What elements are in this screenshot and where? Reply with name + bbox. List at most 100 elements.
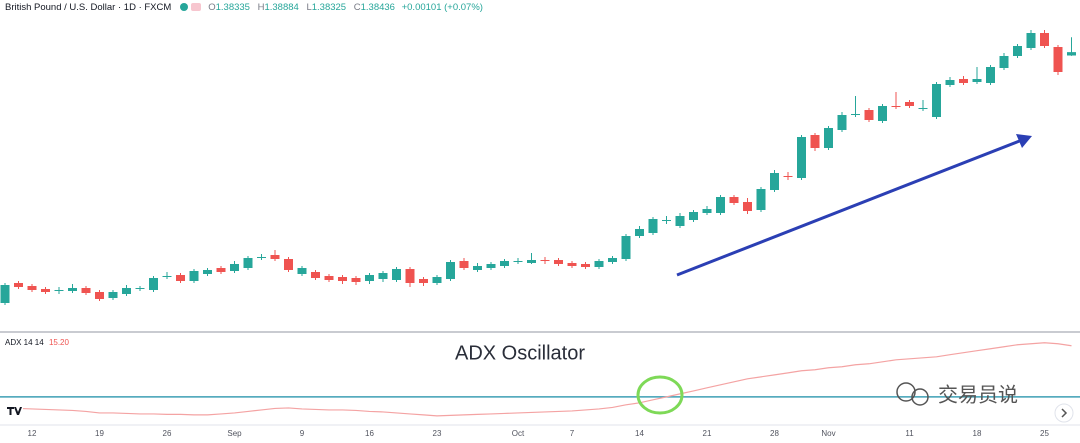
- candles: [0, 30, 1076, 305]
- candle-body: [594, 261, 604, 267]
- candle-body: [837, 115, 847, 130]
- x-tick-label: 11: [905, 429, 914, 438]
- candle-body: [216, 268, 226, 272]
- x-tick-label: 28: [770, 429, 779, 438]
- candle-body: [972, 79, 982, 82]
- low-label: L: [306, 2, 312, 13]
- x-tick-label: 21: [703, 429, 712, 438]
- time-axis: 12 19 26 Sep 9 16 23 Oct 7 14 21 28 Nov 11 18 25: [28, 429, 1050, 438]
- candle-body: [810, 135, 820, 148]
- status-dot: [179, 3, 188, 12]
- candle-body: [918, 108, 928, 109]
- candle-body: [270, 255, 280, 259]
- header: British Pound / U.S. Dollar · 1D · FXCM …: [5, 2, 483, 13]
- candle-body: [68, 288, 77, 291]
- candle-body: [446, 262, 455, 279]
- x-tick-label: 18: [973, 429, 982, 438]
- candle-body: [689, 212, 698, 220]
- x-tick-label: 7: [570, 429, 575, 438]
- candle-body: [284, 259, 293, 270]
- candle-body: [999, 56, 1009, 68]
- candle-body: [459, 261, 469, 268]
- indicator-legend: ADX 14 14 15.20: [5, 338, 69, 347]
- candle-body: [527, 260, 536, 263]
- candle-body: [621, 236, 631, 259]
- candle-body: [351, 278, 361, 282]
- candle-body: [500, 261, 509, 266]
- candle-body: [716, 197, 725, 213]
- candle-body: [770, 173, 779, 190]
- candle-body: [513, 261, 523, 262]
- candle-body: [662, 220, 671, 221]
- candle-body: [392, 269, 401, 280]
- x-tick-label: 9: [300, 429, 305, 438]
- x-tick-label: 14: [635, 429, 644, 438]
- candle-body: [554, 260, 563, 264]
- candle-body: [945, 80, 955, 85]
- candle-body: [1013, 46, 1022, 56]
- candle-body: [486, 264, 496, 268]
- candle-body: [608, 258, 617, 262]
- candle-body: [905, 102, 914, 106]
- candle-body: [473, 266, 482, 270]
- candle-body: [338, 277, 347, 281]
- x-tick-label: 12: [28, 429, 37, 438]
- candle-body: [257, 257, 266, 258]
- candle-body: [540, 260, 550, 261]
- candle-body: [365, 275, 374, 281]
- candle-body: [878, 106, 887, 121]
- candle-body: [756, 189, 766, 210]
- symbol: British Pound / U.S. Dollar · 1D · FXCM: [5, 2, 172, 13]
- candle-body: [162, 276, 172, 277]
- x-tick-label: 23: [433, 429, 442, 438]
- open-value: 1.38335: [215, 2, 250, 13]
- candle-body: [648, 219, 658, 233]
- candle-body: [230, 264, 239, 271]
- candle-body: [567, 263, 577, 266]
- scroll-button[interactable]: [1054, 403, 1074, 423]
- candle-body: [824, 128, 833, 148]
- candle-body: [1040, 33, 1049, 46]
- candle-body: [243, 258, 253, 268]
- high-label: H: [257, 2, 265, 13]
- candle-body: [149, 278, 158, 290]
- watermark: 交易员说: [896, 382, 1018, 407]
- candle-body: [203, 270, 212, 274]
- watermark-text: 交易员说: [938, 383, 1018, 407]
- low-value: 1.38325: [311, 2, 347, 13]
- indicator-name: ADX 14 14: [5, 338, 44, 347]
- candle-body: [959, 79, 968, 83]
- candle-body: [797, 137, 806, 178]
- status-badge: [190, 3, 201, 12]
- trend-arrow: [676, 138, 1023, 277]
- indicator-value: 15.20: [48, 338, 69, 347]
- x-tick-label: Sep: [227, 429, 242, 438]
- candle-body: [54, 290, 64, 291]
- x-tick-label: Oct: [512, 429, 525, 438]
- candle-body: [783, 176, 793, 177]
- candle-body: [41, 289, 50, 292]
- candle-body: [1067, 52, 1076, 56]
- candle-body: [95, 292, 104, 299]
- change: +0.00101 (+0.07%): [401, 2, 483, 13]
- candle-body: [14, 283, 23, 287]
- candle-body: [122, 288, 131, 294]
- indicator-title: ADX Oscillator: [455, 342, 585, 364]
- arrow-head: [1016, 134, 1032, 148]
- candle-body: [675, 216, 685, 226]
- candle-body: [27, 286, 37, 290]
- candle-body: [932, 84, 941, 117]
- candle-body: [581, 264, 590, 267]
- candle-body: [378, 273, 388, 279]
- candle-body: [189, 271, 199, 281]
- candle-body: [405, 269, 415, 283]
- highlight-circle: [636, 375, 684, 415]
- x-tick-label: Nov: [821, 429, 835, 438]
- close-label: C: [353, 2, 361, 13]
- tv-logo: [5, 404, 23, 418]
- candle-body: [432, 277, 442, 283]
- candle-body: [297, 268, 307, 274]
- adx-line: [4, 342, 1072, 417]
